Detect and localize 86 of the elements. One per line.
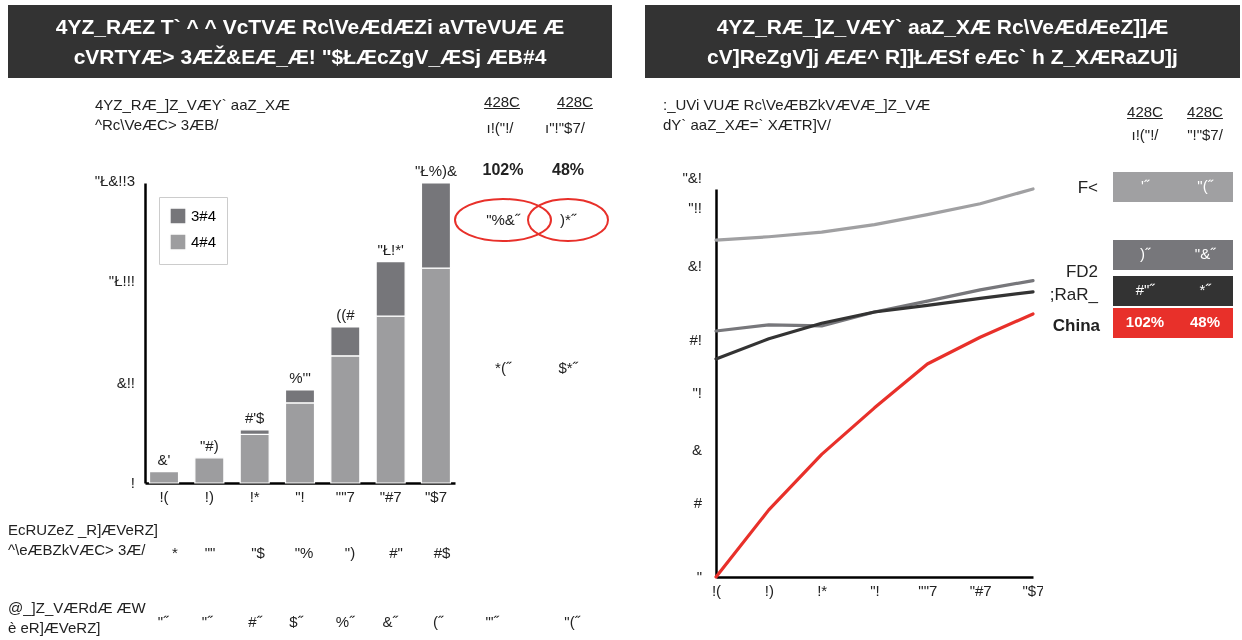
text: %˝ xyxy=(335,612,355,632)
chart-title: 4YZ_RÆZ T` ^ ^ VcTVÆ Rc\VeÆdÆZi aVTeVUÆ Æ cVRTYÆ> 3ÆŽ&EÆ_Æ! "$ŁÆcZgV_ÆSj ÆB#4 xyxy=(8,5,612,78)
text: '˝ xyxy=(1141,177,1149,194)
total-label: &' xyxy=(157,450,171,468)
series-label: ;RaR_ xyxy=(1049,285,1098,305)
text: "(˝ xyxy=(1197,177,1213,194)
text: 428C xyxy=(557,92,593,112)
text: )˝ xyxy=(1140,245,1150,262)
x-tick-label: !* xyxy=(249,487,260,505)
x-tick-label: "$7 xyxy=(1022,581,1045,599)
text: $*˝ xyxy=(558,358,578,378)
text: $˝ xyxy=(289,612,303,632)
x-tick-label: ""7 xyxy=(335,487,355,505)
text: )*˝ xyxy=(560,210,576,230)
total-label: "#) xyxy=(200,436,219,454)
chart-subtitle: 4YZ_RÆ_]Z_VÆY` aaZ_XÆ ^Rc\VeÆC> 3ÆB/ xyxy=(95,95,291,135)
text: 48% xyxy=(551,160,585,180)
text: # xyxy=(693,493,702,513)
x-tick-label: "#7 xyxy=(969,581,992,599)
text: * xyxy=(172,543,178,563)
text: "Ł&!!3 xyxy=(94,171,135,191)
x-tick-label: !* xyxy=(817,581,828,599)
text: ı!("!/ xyxy=(486,118,514,138)
text: "$ xyxy=(251,543,265,563)
text: 428C xyxy=(1127,102,1163,122)
total-label: %'" xyxy=(289,369,311,386)
total-label: "Ł!*' xyxy=(377,240,405,258)
x-tick-label: !) xyxy=(764,581,774,599)
text: &!! xyxy=(116,373,135,393)
x-tick-label: !( xyxy=(711,581,722,599)
bar xyxy=(148,471,180,484)
bar xyxy=(194,457,225,484)
text: #" xyxy=(389,543,403,563)
text: "% xyxy=(294,543,314,563)
x-tick-label: !) xyxy=(204,487,214,505)
text: "" xyxy=(204,543,216,563)
text: "˝ xyxy=(157,612,169,632)
text: 102% xyxy=(1125,313,1165,330)
legend-label: 4#4 xyxy=(191,233,217,250)
text: @_]Z_VÆRdÆ ÆW è eR]ÆVeRZ] xyxy=(8,598,146,638)
text: "(˝ xyxy=(564,612,580,632)
text: " xyxy=(696,567,702,587)
chart-title: 4YZ_RÆ_]Z_VÆY` aaZ_XÆ Rc\VeÆdÆeZ]]Æ cV]ReZgV]j ÆÆ^ R]]ŁÆSf eÆc` h Z_XÆRaZU]j xyxy=(645,5,1240,78)
chart-subtitle: :_UVi VUÆ Rc\VeÆBZkVÆVÆ_]Z_VÆ dY` aaZ_XÆ=` XÆTR]V/ xyxy=(663,95,931,135)
total-label: "Ł%)& xyxy=(414,162,457,179)
text: ı!("!/ xyxy=(1131,125,1159,145)
text: 102% xyxy=(482,160,524,180)
text: #$ xyxy=(433,543,451,563)
bar xyxy=(239,433,270,484)
text: *˝ xyxy=(1199,281,1211,298)
x-tick-label: "! xyxy=(295,487,305,505)
text: *(˝ xyxy=(495,358,511,378)
text: &˝ xyxy=(382,612,398,632)
text: F< xyxy=(1077,178,1098,198)
text: "!"$7/ xyxy=(1187,125,1223,145)
legend-label: 3#4 xyxy=(191,207,217,224)
text: &! xyxy=(687,256,702,276)
text: 428C xyxy=(1187,102,1223,122)
x-tick-label: "$7 xyxy=(424,487,447,505)
text: ı"!"$7/ xyxy=(545,118,585,138)
x-tick-label: ""7 xyxy=(918,581,938,599)
text: 428C xyxy=(484,92,520,112)
text: "!! xyxy=(688,198,702,218)
text: EcRUZeZ _R]ÆVeRZ] ^\eÆBZkVÆC> 3Æ/ xyxy=(8,520,159,560)
text: #! xyxy=(689,330,702,350)
series-label: FD2 xyxy=(1065,262,1098,282)
text: ") xyxy=(344,543,356,563)
text: (˝ xyxy=(433,612,443,632)
text: "%&˝ xyxy=(486,210,520,230)
text: ! xyxy=(130,473,135,493)
text: #˝ xyxy=(248,612,262,632)
text: "Ł!!! xyxy=(108,271,135,291)
total-label: #'$ xyxy=(244,408,266,426)
x-tick-label: "#7 xyxy=(379,487,402,505)
text: "˝ xyxy=(201,612,213,632)
text: 48% xyxy=(1189,313,1221,330)
text: "'˝ xyxy=(485,612,499,632)
series-label: China xyxy=(1052,316,1100,336)
text: "&˝ xyxy=(1194,245,1216,262)
total-label: ((# xyxy=(336,306,356,323)
text: & xyxy=(691,440,702,460)
x-tick-label: "! xyxy=(870,581,880,599)
x-tick-label: !( xyxy=(159,487,169,505)
text: "&! xyxy=(682,168,702,188)
text: #"˝ xyxy=(1135,281,1155,298)
text: "! xyxy=(692,383,702,403)
